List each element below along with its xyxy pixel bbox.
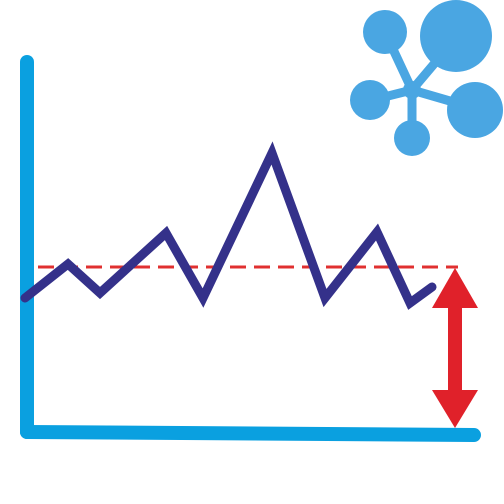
arrow-head-bottom xyxy=(432,390,478,428)
arrow-head-top xyxy=(432,268,478,308)
network-node xyxy=(394,120,430,156)
x-axis xyxy=(20,425,481,442)
network-node xyxy=(420,0,492,72)
trend-line xyxy=(20,141,437,310)
network-icon xyxy=(350,0,503,156)
axes xyxy=(20,55,481,442)
network-node xyxy=(363,10,407,54)
network-node xyxy=(350,80,390,120)
arrow-shaft xyxy=(448,300,462,396)
range-arrow xyxy=(432,268,478,428)
network-hub xyxy=(403,81,421,99)
network-node xyxy=(447,82,503,138)
